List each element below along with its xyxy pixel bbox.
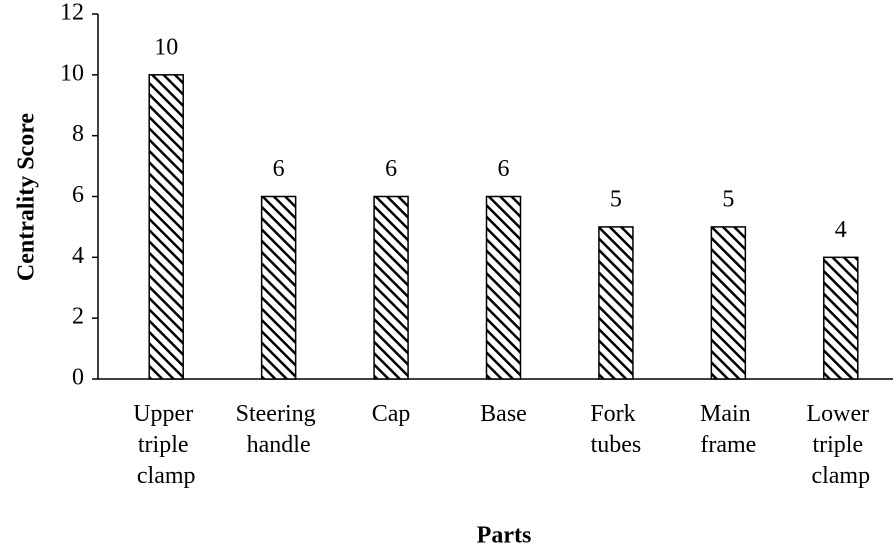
bar <box>823 256 859 380</box>
x-tick-label: Cap <box>372 401 411 427</box>
y-tick-label: 0 <box>72 365 84 391</box>
value-label: 6 <box>385 156 397 182</box>
y-tick-label: 8 <box>72 121 84 147</box>
x-tick-label: Lower triple clamp <box>806 401 875 489</box>
y-tick-label: 2 <box>72 304 84 330</box>
x-tick-label: Upper triple clamp <box>133 401 199 489</box>
bar <box>598 226 634 380</box>
y-tick-label: 4 <box>72 243 84 269</box>
x-tick-label: Main frame <box>700 401 757 458</box>
value-label: 10 <box>154 34 178 60</box>
x-axis-label: Parts <box>477 523 532 549</box>
y-tick-label: 12 <box>60 0 84 26</box>
value-label: 6 <box>498 156 510 182</box>
value-label: 5 <box>610 186 622 212</box>
value-label: 4 <box>835 217 847 243</box>
x-tick-label: Base <box>480 401 527 427</box>
x-tick-label: Fork tubes <box>590 401 641 458</box>
bar <box>148 74 184 380</box>
value-label: 5 <box>722 186 734 212</box>
x-tick-label: Steering handle <box>236 401 322 458</box>
bar <box>710 226 747 380</box>
y-axis-label: Centrality Score <box>14 113 40 282</box>
y-tick-label: 10 <box>60 60 84 86</box>
y-tick-label: 6 <box>72 182 84 208</box>
bar <box>485 195 522 380</box>
bar <box>260 195 297 380</box>
bar <box>373 195 409 380</box>
value-label: 6 <box>273 156 285 182</box>
